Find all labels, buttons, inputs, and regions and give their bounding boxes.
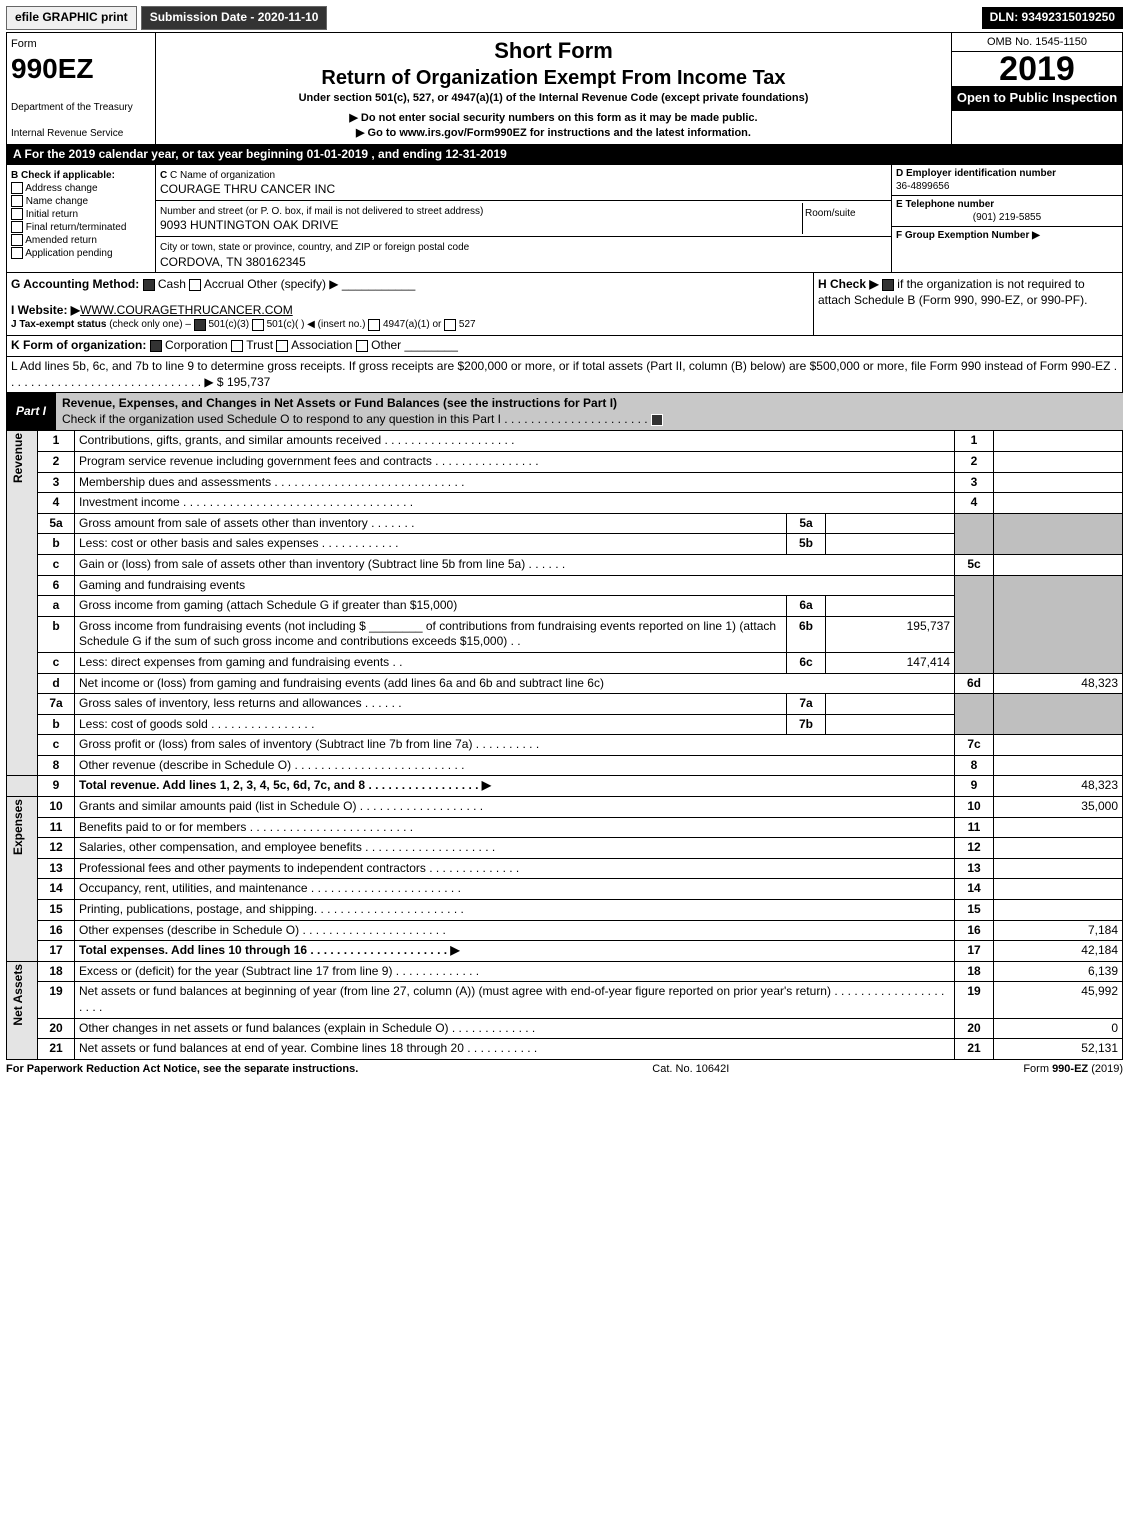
form-number: 990EZ bbox=[11, 51, 151, 87]
ck-501c[interactable] bbox=[252, 319, 264, 331]
section-expenses: Expenses bbox=[11, 799, 27, 855]
form-header: Form 990EZ Department of the Treasury In… bbox=[6, 32, 1123, 145]
line-h: H Check ▶ if the organization is not req… bbox=[813, 273, 1122, 335]
opt-cash: Cash bbox=[158, 277, 186, 291]
ck-527[interactable] bbox=[444, 319, 456, 331]
form-word: Form bbox=[11, 37, 151, 51]
opt-initial-return: Initial return bbox=[26, 209, 78, 220]
opt-accrual: Accrual bbox=[204, 277, 244, 291]
irs-label: Internal Revenue Service bbox=[11, 127, 151, 140]
footer-catno: Cat. No. 10642I bbox=[652, 1062, 729, 1076]
tax-year: 2019 bbox=[952, 52, 1122, 86]
city-label: City or town, state or province, country… bbox=[160, 242, 469, 253]
opt-pending: Application pending bbox=[25, 248, 112, 259]
opt-amended: Amended return bbox=[25, 235, 97, 246]
ck-other-org[interactable] bbox=[356, 340, 368, 352]
part1-table: Revenue 1Contributions, gifts, grants, a… bbox=[6, 430, 1123, 1059]
ck-cash[interactable] bbox=[143, 279, 155, 291]
title-return: Return of Organization Exempt From Incom… bbox=[160, 65, 947, 91]
org-city: CORDOVA, TN 380162345 bbox=[160, 255, 306, 269]
b-label: B Check if applicable: bbox=[11, 170, 115, 181]
title-short-form: Short Form bbox=[160, 37, 947, 66]
dept-label: Department of the Treasury bbox=[11, 101, 151, 114]
ck-h[interactable] bbox=[882, 279, 894, 291]
org-name: COURAGE THRU CANCER INC bbox=[160, 182, 335, 196]
under-section: Under section 501(c), 527, or 4947(a)(1)… bbox=[160, 91, 947, 105]
ck-final-return[interactable] bbox=[11, 221, 23, 233]
ein-value: 36-4899656 bbox=[896, 181, 949, 192]
footer-paperwork: For Paperwork Reduction Act Notice, see … bbox=[6, 1062, 358, 1076]
c-label: C C Name of organization bbox=[160, 170, 275, 181]
opt-address-change: Address change bbox=[25, 183, 97, 194]
part1-tag: Part I bbox=[6, 401, 56, 423]
efile-print-button[interactable]: efile GRAPHIC print bbox=[6, 6, 137, 30]
ck-501c3[interactable] bbox=[194, 319, 206, 331]
opt-name-change: Name change bbox=[26, 196, 88, 207]
opt-final-return: Final return/terminated bbox=[26, 222, 127, 233]
ck-amended[interactable] bbox=[11, 234, 23, 246]
line-l: L Add lines 5b, 6c, and 7b to line 9 to … bbox=[6, 357, 1123, 393]
line-g: G Accounting Method: Cash Accrual Other … bbox=[11, 277, 809, 293]
submission-date-button[interactable]: Submission Date - 2020-11-10 bbox=[141, 6, 328, 30]
e-label: E Telephone number bbox=[896, 199, 994, 210]
org-address: 9093 HUNTINGTON OAK DRIVE bbox=[160, 218, 339, 232]
section-revenue: Revenue bbox=[11, 433, 27, 483]
dln-label: DLN: 93492315019250 bbox=[982, 7, 1123, 29]
telephone-value: (901) 219-5855 bbox=[896, 211, 1118, 224]
ck-trust[interactable] bbox=[231, 340, 243, 352]
website-value[interactable]: WWW.COURAGETHRUCANCER.COM bbox=[80, 303, 293, 317]
addr-label: Number and street (or P. O. box, if mail… bbox=[160, 206, 483, 217]
tax-year-range: A For the 2019 calendar year, or tax yea… bbox=[7, 145, 1122, 165]
ck-corp[interactable] bbox=[150, 340, 162, 352]
part1-title: Revenue, Expenses, and Changes in Net As… bbox=[56, 393, 1123, 430]
ck-schedule-o[interactable] bbox=[651, 414, 663, 426]
ck-initial-return[interactable] bbox=[11, 208, 23, 220]
omb-number: OMB No. 1545-1150 bbox=[952, 33, 1122, 52]
line-k: K Form of organization: Corporation Trus… bbox=[6, 336, 1123, 357]
line-j: J Tax-exempt status (check only one) – 5… bbox=[11, 318, 809, 331]
ck-address-change[interactable] bbox=[11, 182, 23, 194]
section-b-checkboxes: B Check if applicable: Address change Na… bbox=[7, 165, 156, 273]
ck-accrual[interactable] bbox=[189, 279, 201, 291]
section-net-assets: Net Assets bbox=[11, 964, 27, 1026]
ck-assoc[interactable] bbox=[276, 340, 288, 352]
open-to-public: Open to Public Inspection bbox=[952, 86, 1122, 111]
room-suite: Room/suite bbox=[802, 203, 887, 234]
f-label: F Group Exemption Number ▶ bbox=[896, 230, 1040, 241]
ck-4947[interactable] bbox=[368, 319, 380, 331]
line-i: I Website: ▶WWW.COURAGETHRUCANCER.COM bbox=[11, 303, 809, 319]
opt-other-method: Other (specify) ▶ bbox=[247, 277, 338, 291]
goto-link[interactable]: ▶ Go to www.irs.gov/Form990EZ for instru… bbox=[160, 126, 947, 140]
footer-form: Form 990-EZ (2019) bbox=[1023, 1062, 1123, 1076]
ck-pending[interactable] bbox=[11, 247, 23, 259]
ck-name-change[interactable] bbox=[11, 195, 23, 207]
d-label: D Employer identification number bbox=[896, 168, 1056, 179]
ssn-warning: ▶ Do not enter social security numbers o… bbox=[160, 111, 947, 125]
